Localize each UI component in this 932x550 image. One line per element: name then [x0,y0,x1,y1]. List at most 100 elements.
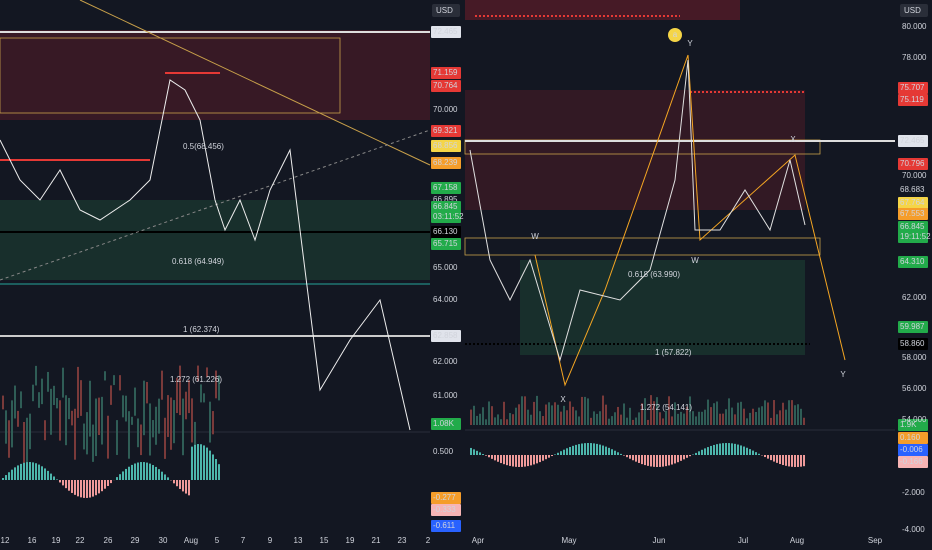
volume-bar [608,418,610,425]
osc-bar [593,443,595,455]
osc-bar [548,455,550,458]
volume-bar [710,407,712,425]
volume-bar [191,398,193,443]
volume-bar [587,398,589,425]
osc-bar [782,455,784,466]
price-tag: 58.860 [900,339,925,348]
osc-bar [653,455,655,467]
fib-label: 0.5(68.456) [183,142,224,151]
osc-bar [533,455,535,465]
osc-scale-label: -2.000 [902,488,925,497]
osc-bar [167,477,169,480]
volume-bar [665,410,667,425]
osc-bar [503,455,505,465]
volume-bar [680,411,682,425]
volume-bar [479,413,481,425]
volume-bar [107,415,109,459]
volume-bar [92,424,94,462]
price-tag: 1.9K [900,420,917,429]
osc-bar [77,480,79,497]
volume-bar [638,412,640,425]
osc-bar [23,462,25,480]
currency: USD [436,6,453,15]
volume-bar [134,387,136,416]
osc-bar [515,455,517,467]
osc-bar [632,455,634,461]
price-tag-bg [898,94,928,106]
volume-bar [524,396,526,425]
zone-box [464,237,821,256]
volume-bar [11,400,13,448]
price-scale-label: 61.000 [433,391,458,400]
volume-bar [506,419,508,425]
osc-bar [182,480,184,492]
volume-bar [197,365,199,382]
osc-bar [563,449,565,455]
price-scale-label: 70.000 [902,171,927,180]
price-tag: 68.239 [433,158,458,167]
volume-bar [602,395,604,425]
price-path [0,79,411,431]
price-tag: -0.166 [900,457,923,466]
volume-bar [176,377,178,414]
volume-bar [29,413,31,450]
osc-bar [569,446,571,455]
volume-bar [566,410,568,425]
osc-bar [608,447,610,455]
osc-bar [740,445,742,455]
osc-bar [140,462,142,480]
price-tag: 66.130 [433,227,458,236]
price-tag: 72.465 [433,27,458,36]
date-label: 21 [372,536,381,545]
volume-bar [8,420,10,458]
price-tag-bg [898,256,928,268]
osc-bar [599,444,601,455]
osc-bar [713,444,715,455]
osc-bar [74,480,76,495]
volume-bar [41,378,43,405]
volume-bar [44,420,46,441]
osc-bar [665,455,667,467]
volume-bar [704,409,706,425]
volume-bar [677,413,679,425]
volume-bar [62,367,64,398]
osc-bar [17,465,19,480]
price-scale-label: 58.000 [902,353,927,362]
price-tag-bg [898,444,928,456]
price-tag: -0.277 [433,493,456,502]
price-tag-bg [898,231,928,243]
osc-bar [29,462,31,480]
osc-bar [59,480,61,483]
volume-bar [542,416,544,425]
volume-bar [491,406,493,425]
trend-line [0,129,431,281]
price-tag-bg [898,221,928,233]
volume-bar [116,420,118,455]
osc-bar [689,455,691,457]
osc-bar [80,480,82,498]
price-tag-bg [431,201,461,213]
volume-bar [761,406,763,425]
osc-bar [56,479,58,480]
volume-bar [563,405,565,425]
volume-bar [629,407,631,425]
volume-bar [743,408,745,425]
volume-bar [668,396,670,425]
volume-bar [755,412,757,425]
osc-scale-label: -4.000 [902,525,925,534]
zone-box [0,37,341,114]
osc-bar [743,446,745,455]
price-tag: 67.158 [433,183,458,192]
osc-bar [38,464,40,480]
volume-bar [758,407,760,425]
osc-bar [650,455,652,467]
volume-bar [752,408,754,425]
volume-bar [548,402,550,425]
osc-bar [662,455,664,467]
volume-bar [713,403,715,425]
price-tag-bg [431,238,461,250]
price-tag-bg [898,419,928,431]
osc-bar [215,459,217,480]
volume-bar [698,411,700,425]
osc-bar [725,443,727,455]
